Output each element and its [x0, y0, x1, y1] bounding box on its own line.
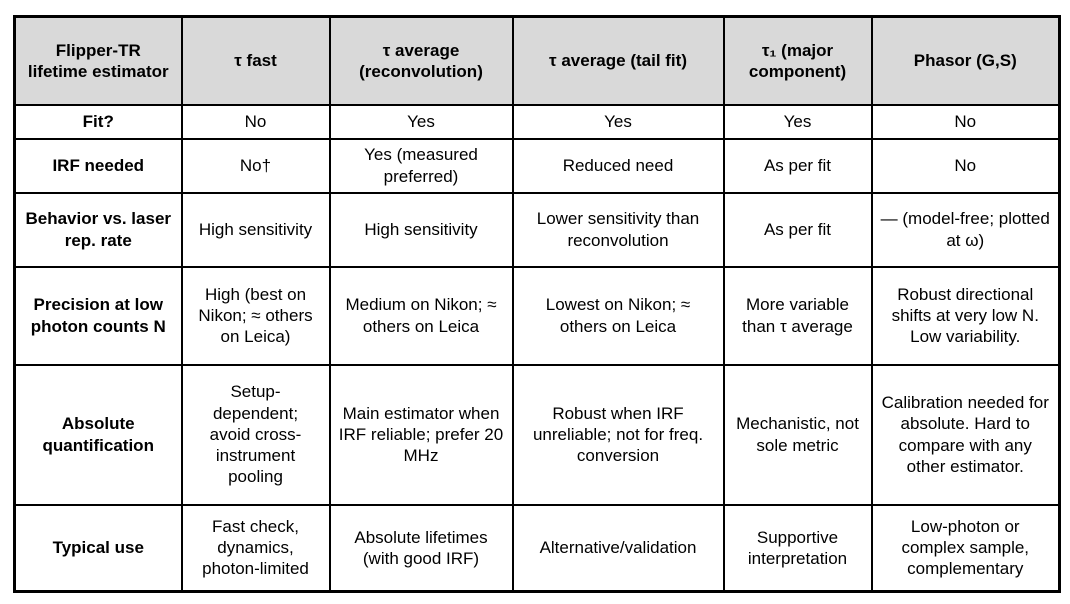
column-header-estimator: Flipper-TR lifetime estimator: [13, 15, 183, 106]
table-cell: Calibration needed for absolute. Hard to…: [870, 363, 1061, 506]
table-cell: Yes: [511, 103, 725, 140]
table-cell: Low-photon or complex sample, complement…: [870, 503, 1061, 593]
column-header-tau-average-tail-fit: τ average (tail fit): [511, 15, 725, 106]
table-cell: Lowest on Nikon; ≈ others on Leica: [511, 265, 725, 366]
table-cell: No: [870, 137, 1061, 194]
table-row-fit: Fit? No Yes Yes Yes No: [13, 103, 1061, 140]
estimator-comparison-table: Flipper-TR lifetime estimator τ fast τ a…: [13, 15, 1061, 593]
estimator-comparison-table-container: Flipper-TR lifetime estimator τ fast τ a…: [13, 15, 1061, 593]
table-cell: Absolute lifetimes (with good IRF): [328, 503, 514, 593]
table-cell: Alternative/validation: [511, 503, 725, 593]
table-cell: Supportive interpretation: [722, 503, 873, 593]
table-row-absolute-quantification: Absolute quantification Setup-dependent;…: [13, 363, 1061, 506]
table-row-irf-needed: IRF needed No† Yes (measured preferred) …: [13, 137, 1061, 194]
table-cell: — (model-free; plotted at ω): [870, 191, 1061, 268]
table-cell: High sensitivity: [180, 191, 331, 268]
row-header-behavior-laser-rep-rate: Behavior vs. laser rep. rate: [13, 191, 183, 268]
column-header-tau-average-reconvolution: τ average (reconvolution): [328, 15, 514, 106]
table-cell: Reduced need: [511, 137, 725, 194]
table-row-typical-use: Typical use Fast check, dynamics, photon…: [13, 503, 1061, 593]
column-header-tau-fast: τ fast: [180, 15, 331, 106]
column-header-phasor: Phasor (G,S): [870, 15, 1061, 106]
table-cell: Lower sensitivity than reconvolution: [511, 191, 725, 268]
row-header-typical-use: Typical use: [13, 503, 183, 593]
row-header-precision-low-photon: Precision at low photon counts N: [13, 265, 183, 366]
table-cell: Yes: [328, 103, 514, 140]
column-header-tau1-major-component: τ₁ (major component): [722, 15, 873, 106]
header-row: Flipper-TR lifetime estimator τ fast τ a…: [13, 15, 1061, 106]
table-row-behavior-laser-rep-rate: Behavior vs. laser rep. rate High sensit…: [13, 191, 1061, 268]
table-cell: As per fit: [722, 137, 873, 194]
table-cell: Robust when IRF unreliable; not for freq…: [511, 363, 725, 506]
row-header-fit: Fit?: [13, 103, 183, 140]
table-cell: Medium on Nikon; ≈ others on Leica: [328, 265, 514, 366]
table-cell: Yes: [722, 103, 873, 140]
row-header-absolute-quantification: Absolute quantification: [13, 363, 183, 506]
table-row-precision-low-photon: Precision at low photon counts N High (b…: [13, 265, 1061, 366]
table-cell: No: [870, 103, 1061, 140]
table-cell: High (best on Nikon; ≈ others on Leica): [180, 265, 331, 366]
table-cell: No†: [180, 137, 331, 194]
table-cell: Fast check, dynamics, photon-limited: [180, 503, 331, 593]
table-cell: As per fit: [722, 191, 873, 268]
table-cell: More variable than τ average: [722, 265, 873, 366]
table-cell: Robust directional shifts at very low N.…: [870, 265, 1061, 366]
table-cell: No: [180, 103, 331, 140]
table-cell: Setup-dependent; avoid cross-instrument …: [180, 363, 331, 506]
table-cell: Mechanistic, not sole metric: [722, 363, 873, 506]
table-cell: Main estimator when IRF reliable; prefer…: [328, 363, 514, 506]
row-header-irf-needed: IRF needed: [13, 137, 183, 194]
table-cell: High sensitivity: [328, 191, 514, 268]
table-cell: Yes (measured preferred): [328, 137, 514, 194]
